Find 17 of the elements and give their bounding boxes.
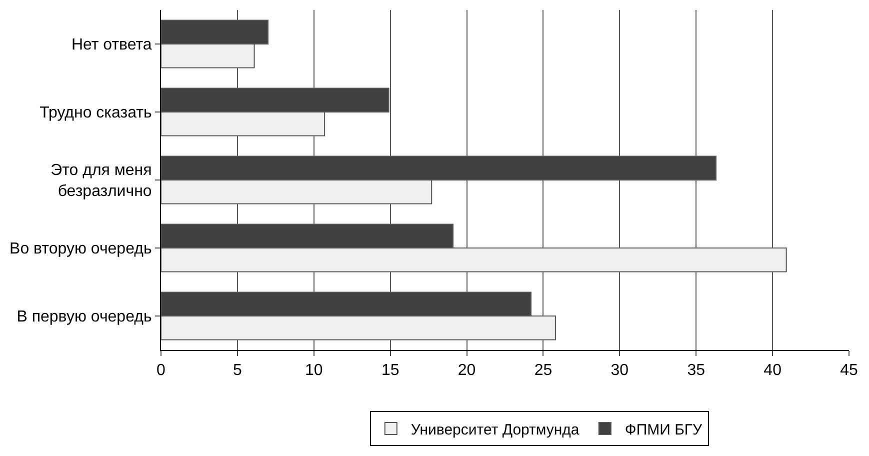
y-tick-label: Нет ответа — [71, 36, 152, 54]
x-tick-label: 45 — [840, 362, 858, 380]
x-tick-label: 35 — [687, 362, 706, 380]
y-tick-label: В первую очередь — [16, 308, 152, 326]
x-tick-label: 30 — [610, 362, 629, 380]
x-tick-label: 15 — [381, 362, 400, 380]
legend-label: Университет Дортмунда — [410, 421, 580, 438]
x-tick-label: 25 — [534, 362, 552, 380]
legend-label: ФПМИ БГУ — [624, 421, 703, 438]
x-tick-label: 0 — [156, 362, 166, 380]
x-tick-label: 5 — [232, 362, 242, 380]
x-tick-label: 10 — [304, 362, 323, 380]
x-tick-label: 40 — [764, 362, 782, 380]
y-tick-label: Это для меня безразлично — [50, 162, 152, 200]
x-tick-label: 20 — [458, 362, 476, 380]
y-tick-label: Во вторую очередь — [10, 240, 152, 258]
y-tick-label: Трудно сказать — [40, 104, 152, 122]
